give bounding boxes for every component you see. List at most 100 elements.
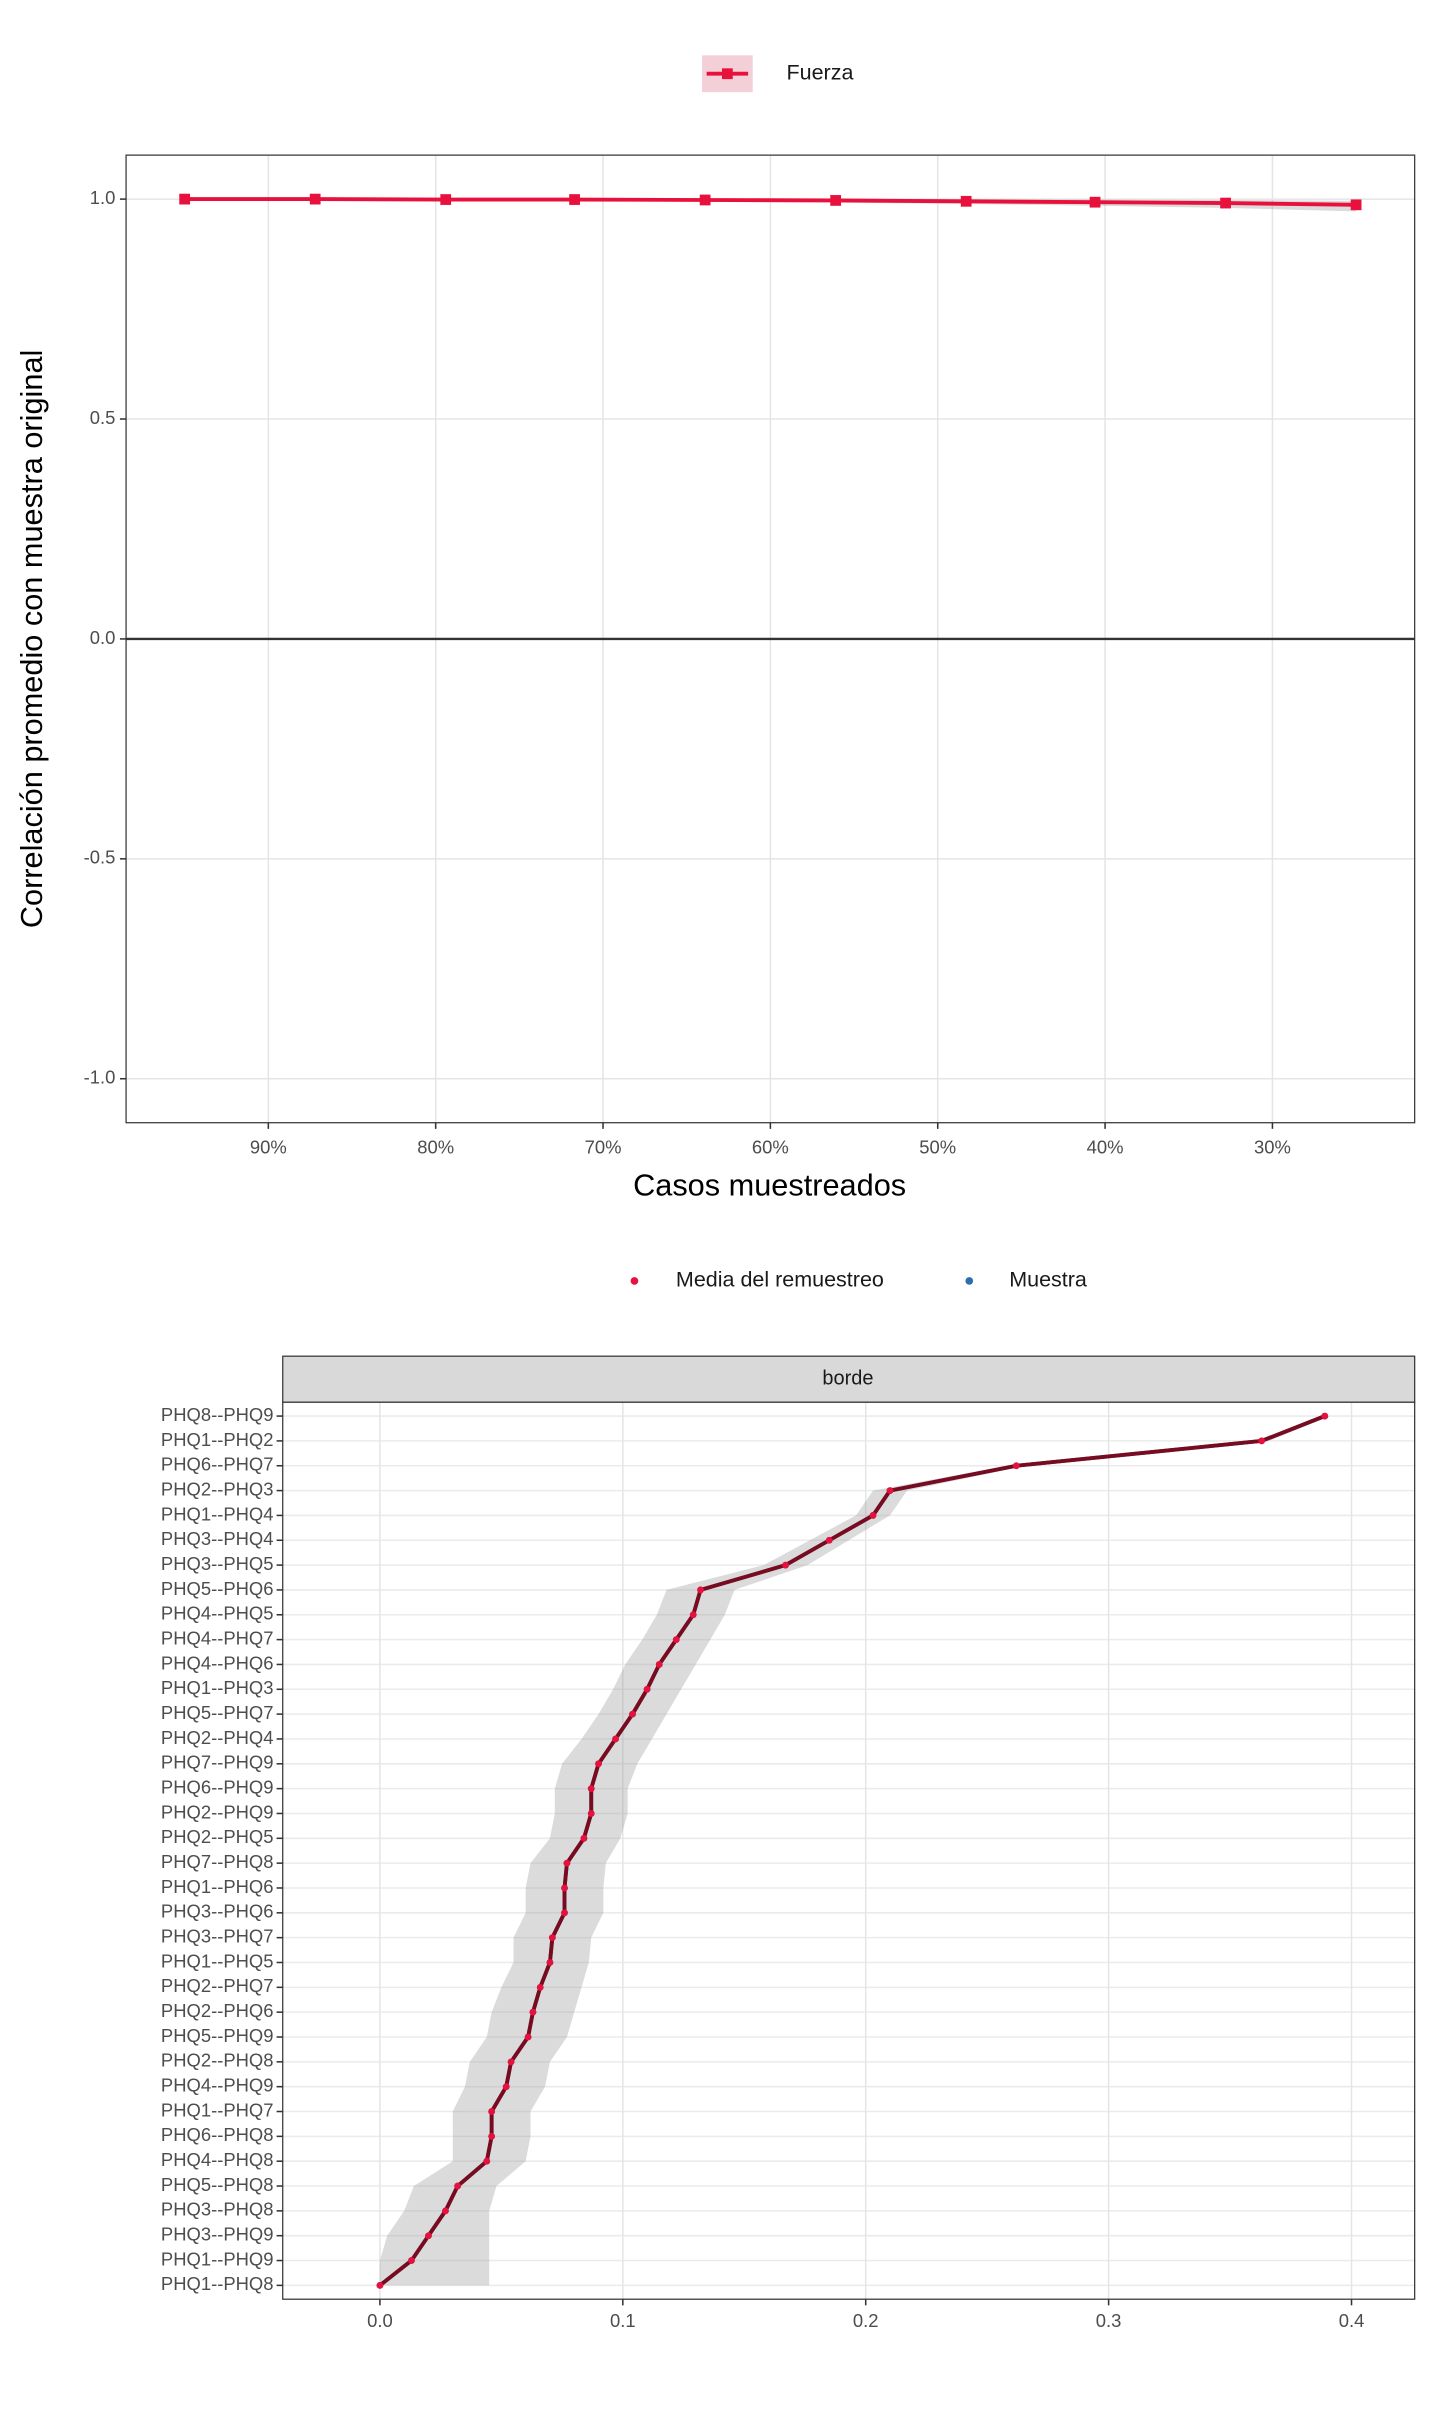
y-tick-label: -0.5: [84, 847, 116, 868]
legend-point: [722, 68, 733, 80]
point: [612, 1735, 619, 1743]
point: [561, 1909, 568, 1917]
x-tick-label: 40%: [1087, 1137, 1124, 1158]
y-tick-label: PHQ2--PHQ3: [161, 1478, 274, 1499]
y-tick-label: PHQ1--PHQ9: [161, 2248, 274, 2269]
x-tick-label: 80%: [417, 1137, 454, 1158]
y-tick-label: PHQ4--PHQ9: [161, 2075, 274, 2096]
y-tick-label: PHQ3--PHQ8: [161, 2199, 274, 2220]
series-line: [378, 1414, 1326, 2287]
x-tick-label: 0.4: [1339, 2310, 1365, 2331]
y-tick-label: PHQ2--PHQ4: [161, 1727, 274, 1748]
point: [697, 1586, 704, 1594]
point: [483, 2157, 491, 2165]
x-axis-title: Casos muestreados: [633, 1167, 906, 1202]
point: [672, 1636, 680, 1643]
point: [563, 1859, 571, 1867]
y-tick-label: PHQ6--PHQ8: [161, 2124, 274, 2145]
legend-label: Fuerza: [787, 60, 854, 84]
point: [1089, 196, 1101, 208]
point: [782, 1561, 789, 1569]
y-tick-label: PHQ4--PHQ5: [161, 1603, 274, 1624]
x-tick-label: 50%: [919, 1137, 956, 1158]
y-tick-label: PHQ1--PHQ4: [161, 1503, 274, 1524]
point: [595, 1760, 602, 1768]
point: [440, 194, 452, 205]
y-tick-label: PHQ1--PHQ7: [161, 2099, 274, 2120]
point: [502, 2083, 510, 2091]
y-tick-label: PHQ3--PHQ9: [161, 2224, 274, 2245]
y-tick-label: PHQ1--PHQ5: [161, 1950, 274, 1971]
point: [488, 2132, 496, 2140]
point: [960, 195, 972, 207]
facet-label: borde: [822, 1367, 873, 1389]
y-tick-label: PHQ2--PHQ6: [161, 2000, 274, 2021]
point: [655, 1661, 663, 1668]
point: [548, 1934, 556, 1942]
y-tick-label: 0.0: [90, 627, 116, 648]
x-tick-label: 30%: [1254, 1137, 1291, 1158]
point: [488, 2108, 496, 2115]
legend-label: Media del remuestreo: [676, 1268, 884, 1292]
y-tick-label: PHQ2--PHQ5: [161, 1826, 274, 1847]
y-tick-label: PHQ2--PHQ8: [161, 2050, 274, 2071]
y-tick-label: PHQ1--PHQ2: [161, 1429, 274, 1450]
y-tick-label: -1.0: [84, 1067, 116, 1088]
y-tick-label: PHQ7--PHQ9: [161, 1752, 274, 1773]
point: [408, 2257, 415, 2264]
legend-point: [965, 1277, 974, 1285]
point: [546, 1959, 554, 1966]
legend-label: Muestra: [1009, 1268, 1087, 1292]
panel: [282, 1402, 1415, 2300]
series-line: [184, 197, 1357, 207]
y-tick-label: PHQ5--PHQ9: [161, 2025, 274, 2046]
y-tick-label: 1.0: [90, 187, 116, 208]
point: [1321, 1412, 1329, 1420]
point: [561, 1884, 568, 1892]
y-tick-label: PHQ6--PHQ9: [161, 1777, 274, 1798]
x-tick-label: 60%: [752, 1137, 789, 1158]
y-tick-label: PHQ5--PHQ7: [161, 1702, 274, 1723]
panel-border: [125, 154, 1416, 1124]
point: [1350, 199, 1362, 211]
point: [587, 1810, 595, 1817]
point: [830, 195, 842, 206]
point: [689, 1611, 697, 1619]
legend-point: [630, 1277, 639, 1285]
x-tick-label: 70%: [585, 1137, 622, 1158]
ci-ribbon: [379, 1416, 1330, 2286]
point: [569, 194, 580, 205]
y-tick-label: PHQ1--PHQ6: [161, 1876, 274, 1897]
point: [507, 2058, 515, 2066]
y-tick-label: PHQ3--PHQ4: [161, 1528, 274, 1549]
y-tick-label: PHQ6--PHQ7: [161, 1454, 274, 1475]
point: [529, 2008, 537, 2016]
y-tick-label: PHQ4--PHQ6: [161, 1652, 274, 1673]
point: [886, 1487, 894, 1494]
point: [699, 194, 711, 206]
y-tick-label: 0.5: [90, 407, 116, 428]
y-tick-label: PHQ2--PHQ9: [161, 1801, 274, 1822]
point: [454, 2182, 462, 2190]
point: [587, 1785, 595, 1793]
point: [536, 1983, 544, 1991]
point: [580, 1834, 588, 1842]
point: [629, 1710, 636, 1718]
x-tick-label: 0.2: [853, 2310, 879, 2331]
y-tick-label: PHQ3--PHQ7: [161, 1926, 274, 1947]
y-tick-label: PHQ3--PHQ6: [161, 1901, 274, 1922]
y-tick-label: PHQ3--PHQ5: [161, 1553, 274, 1574]
point: [425, 2232, 432, 2240]
x-tick-label: 90%: [250, 1137, 287, 1158]
point: [442, 2207, 449, 2215]
point: [643, 1685, 651, 1693]
y-tick-label: PHQ5--PHQ8: [161, 2174, 274, 2195]
y-tick-label: PHQ8--PHQ9: [161, 1404, 274, 1425]
y-tick-label: PHQ1--PHQ8: [161, 2273, 274, 2294]
point: [309, 193, 321, 205]
x-tick-label: 0.3: [1096, 2310, 1122, 2331]
point: [1258, 1437, 1266, 1445]
y-tick-label: PHQ5--PHQ6: [161, 1578, 274, 1599]
